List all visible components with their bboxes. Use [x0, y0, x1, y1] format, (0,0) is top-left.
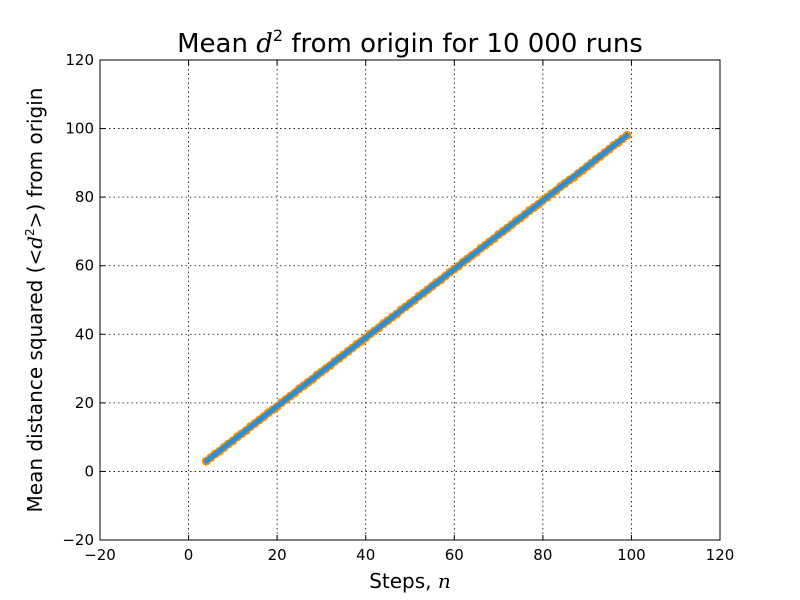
plot-frame — [99, 59, 721, 541]
y-tick-label: 80 — [75, 188, 94, 206]
y-axis-label-sup: 2 — [23, 228, 37, 236]
x-axis-label: Steps, n — [369, 569, 451, 593]
x-tick-label: 120 — [706, 546, 735, 564]
y-tick-label: 20 — [75, 394, 94, 412]
ticks: −20 0 20 40 60 80 100 120 −20 0 20 40 60 80 100 120 — [62, 51, 734, 564]
chart-title-prefix: Mean — [177, 29, 256, 59]
y-tick-label: 120 — [65, 51, 94, 69]
chart-title-sup: 2 — [273, 26, 283, 45]
x-tick-label: 60 — [445, 546, 464, 564]
x-tick-label: 80 — [533, 546, 552, 564]
y-axis-label-prefix: Mean distance squared ( — [23, 266, 47, 513]
y-tick-label: −20 — [62, 531, 94, 549]
grid-lines — [100, 60, 720, 540]
x-axis-label-math: n — [438, 569, 451, 593]
chart-title: Mean d2 from origin for 10 000 runs — [177, 26, 643, 59]
y-axis-label: Mean distance squared (<d2>) from origin — [23, 88, 47, 513]
x-tick-label: −20 — [84, 546, 116, 564]
y-tick-label: 40 — [75, 325, 94, 343]
x-tick-label: 20 — [268, 546, 287, 564]
x-tick-label: 100 — [617, 546, 646, 564]
y-tick-label: 60 — [75, 257, 94, 275]
y-axis-label-math-close: > — [23, 212, 47, 229]
x-tick-label: 0 — [184, 546, 194, 564]
y-tick-label: 100 — [65, 120, 94, 138]
y-axis-label-suffix: ) from origin — [23, 88, 47, 212]
y-tick-label: 0 — [84, 462, 94, 480]
chart-title-suffix: from origin for 10 000 runs — [283, 29, 643, 59]
y-axis-label-math: <d — [23, 236, 47, 266]
x-tick-label: 40 — [356, 546, 375, 564]
chart-title-math: d — [256, 29, 273, 59]
series-1-line — [203, 132, 630, 464]
x-axis-label-text: Steps, — [369, 569, 438, 593]
series-layer — [201, 130, 632, 466]
